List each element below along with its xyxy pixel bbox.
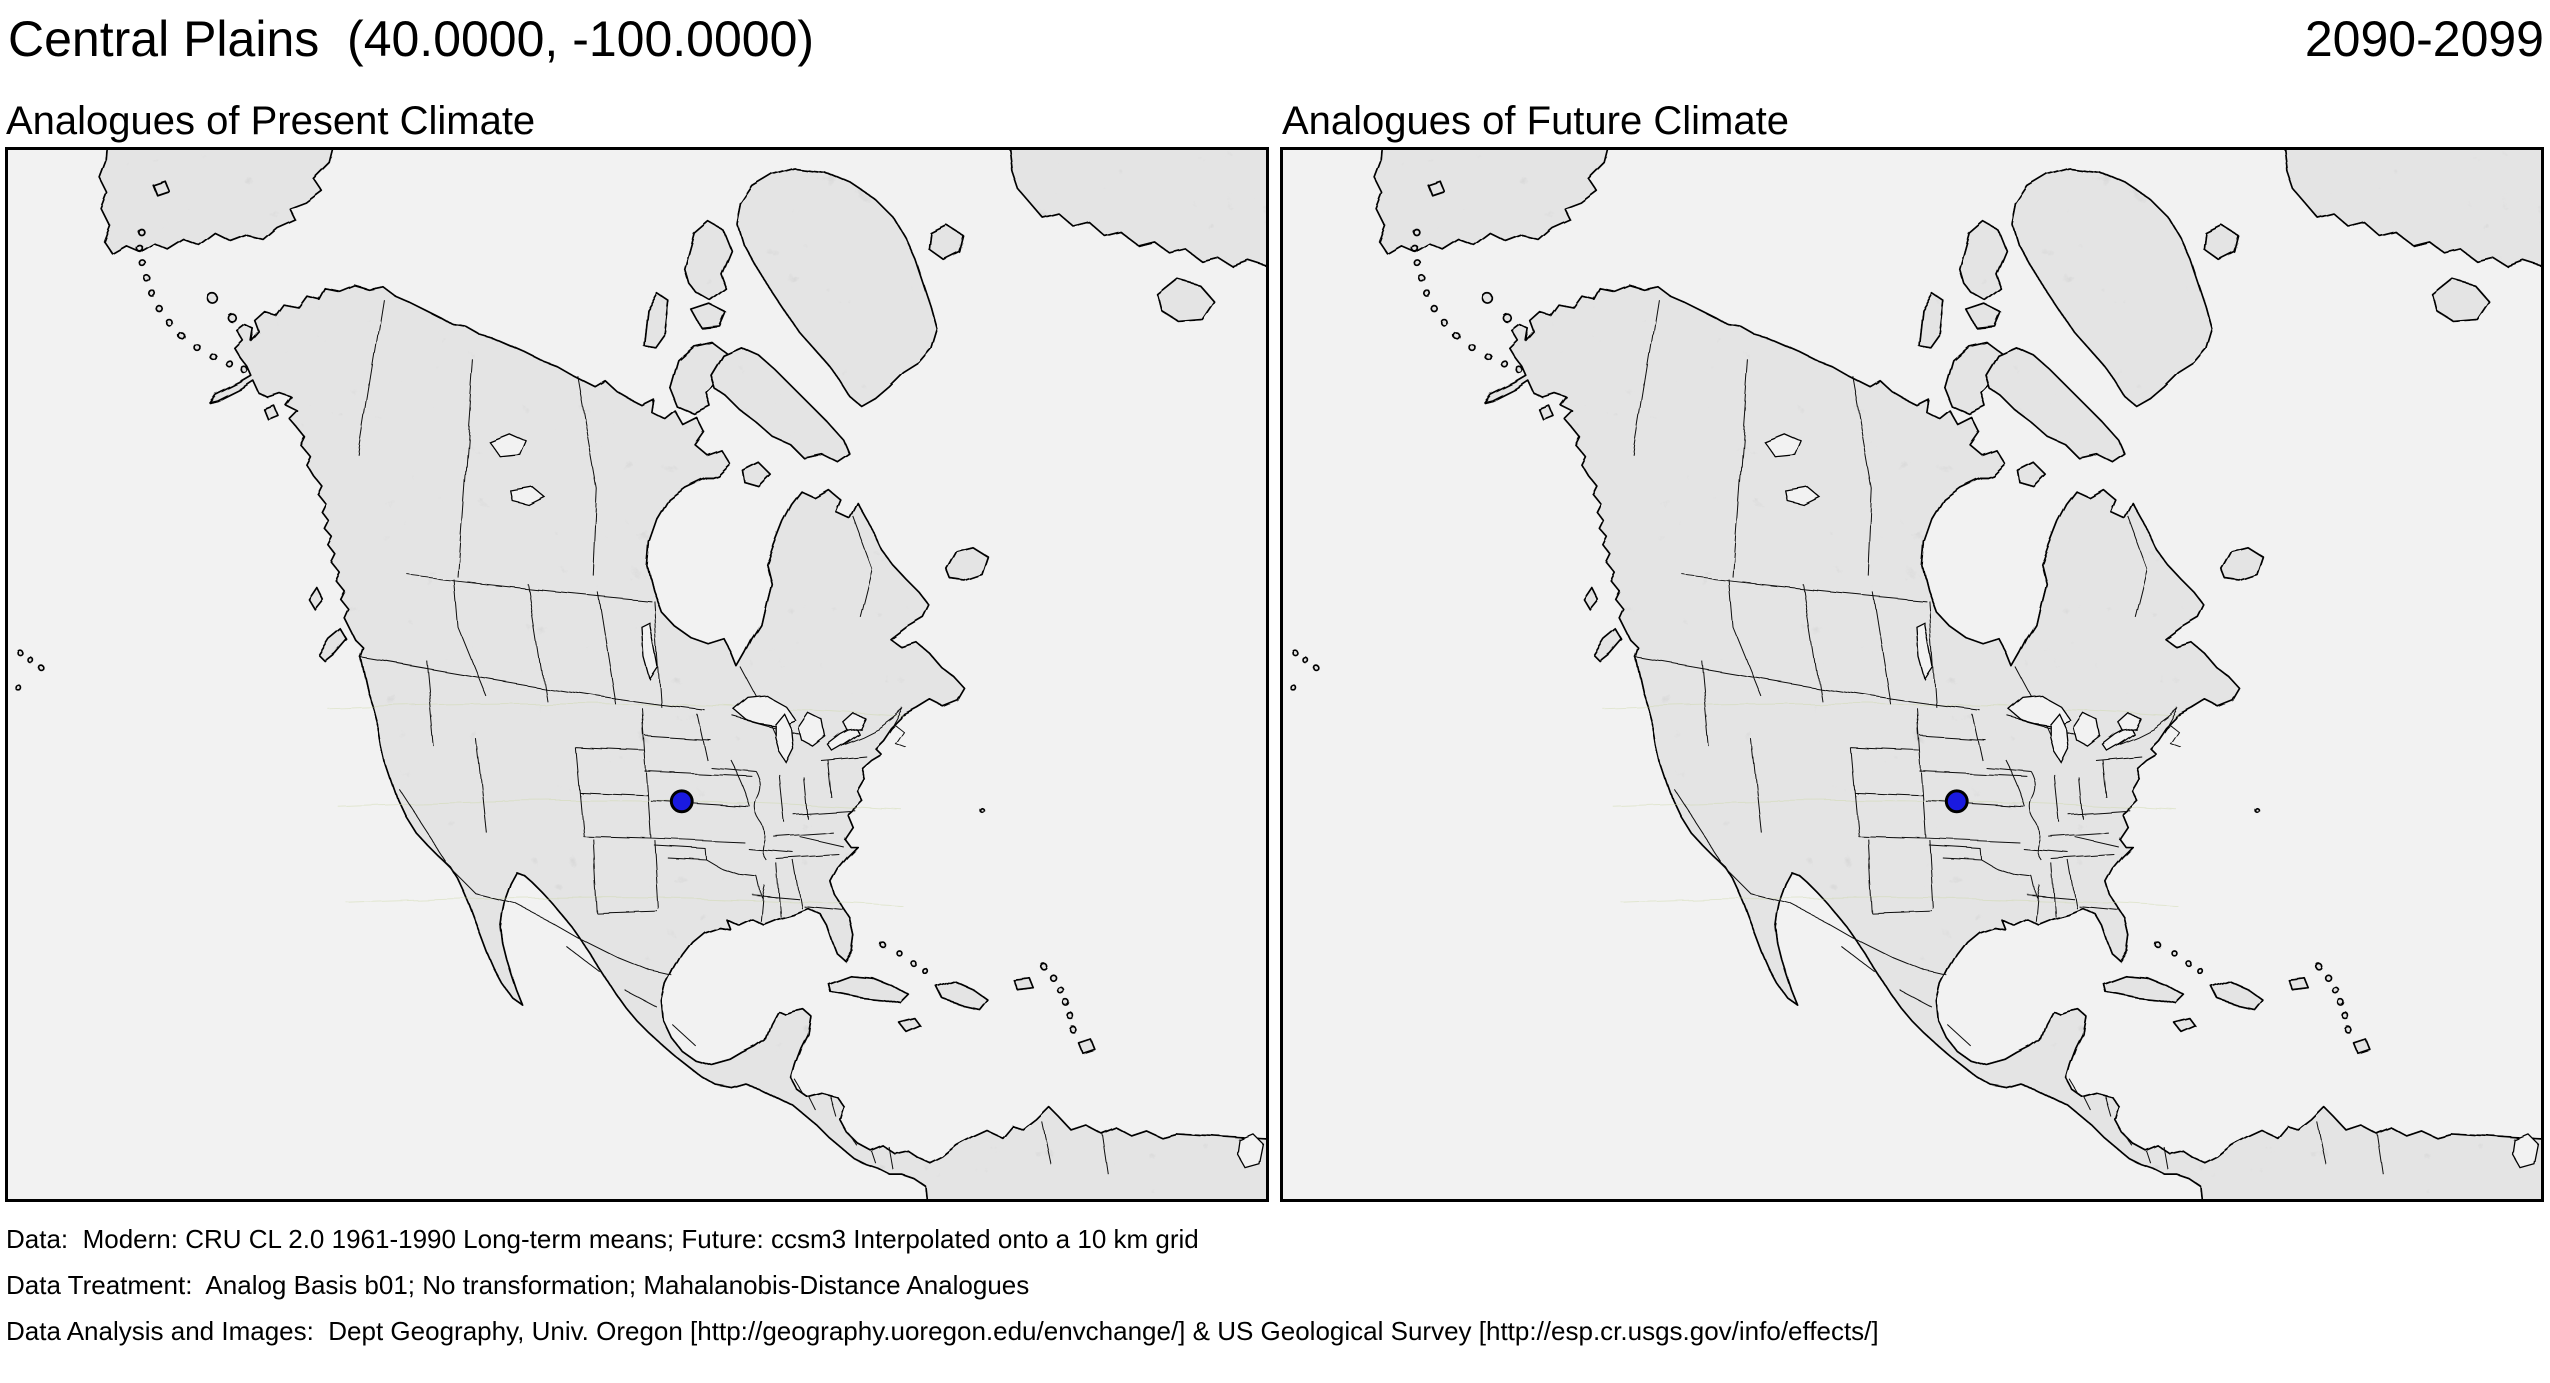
caption-block: Data: Modern: CRU CL 2.0 1961-1990 Long-… [6, 1216, 1879, 1354]
target-point-marker [669, 789, 694, 814]
period-label: 2090-2099 [2304, 11, 2544, 67]
panel-label-future: Analogues of Future Climate [1282, 99, 1789, 143]
caption-credits: Data Analysis and Images: Dept Geography… [6, 1316, 1879, 1346]
target-point-marker [1944, 789, 1969, 814]
map-present [8, 150, 1266, 1199]
map-future [1283, 150, 2541, 1199]
caption-data: Data: Modern: CRU CL 2.0 1961-1990 Long-… [6, 1224, 1199, 1254]
map-panel-present [5, 147, 1269, 1202]
map-panel-future [1280, 147, 2544, 1202]
caption-data-treatment: Data Treatment: Analog Basis b01; No tra… [6, 1270, 1030, 1300]
panel-label-present: Analogues of Present Climate [6, 99, 536, 143]
page-title: Central Plains (40.0000, -100.0000) [8, 11, 815, 67]
